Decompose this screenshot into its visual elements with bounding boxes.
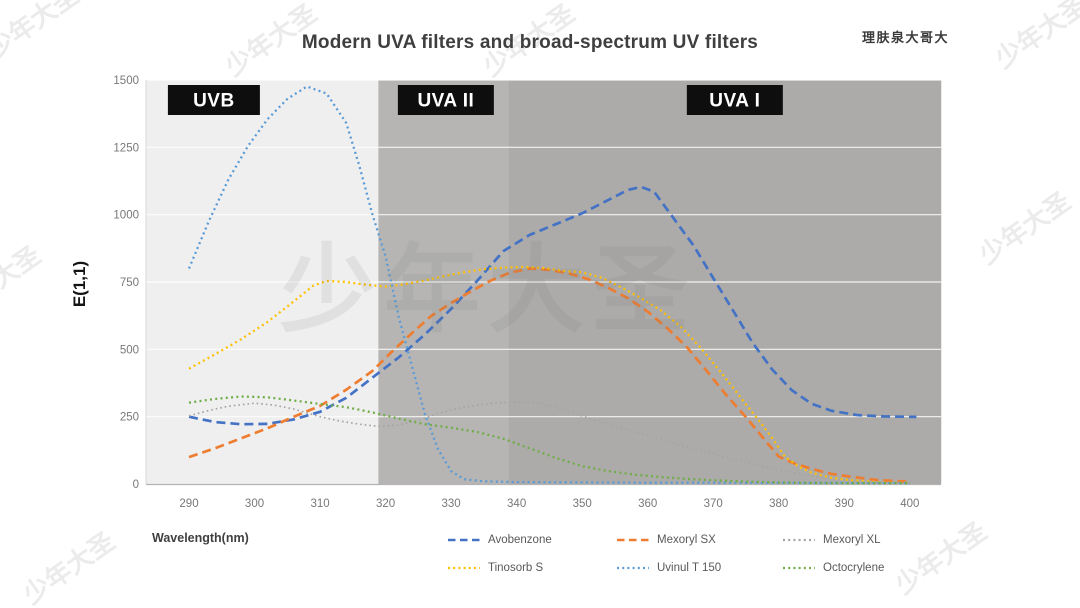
legend-label: Mexoryl SX bbox=[657, 534, 716, 546]
legend-item-avobenzone: Avobenzone bbox=[447, 534, 552, 546]
legend-item-tinosorb-s: Tinosorb S bbox=[447, 562, 543, 574]
band-label-uva-i: UVA I bbox=[709, 91, 760, 112]
y-tick-label: 1000 bbox=[113, 210, 139, 222]
y-tick-label: 750 bbox=[120, 277, 139, 289]
y-tick-label: 500 bbox=[120, 344, 139, 356]
legend-item-uvinul-t-150: Uvinul T 150 bbox=[616, 562, 721, 574]
legend-label: Tinosorb S bbox=[488, 562, 544, 574]
x-tick-label: 380 bbox=[769, 498, 788, 510]
x-tick-label: 400 bbox=[900, 498, 919, 510]
legend-label: Mexoryl XL bbox=[823, 534, 881, 546]
legend-swatch bbox=[783, 566, 815, 570]
legend-swatch bbox=[448, 538, 480, 542]
series-octocrylene bbox=[188, 395, 910, 485]
brand-text: 理肤泉大哥大 bbox=[862, 30, 950, 45]
x-tick-label: 300 bbox=[245, 498, 264, 510]
legend-item-mexoryl-xl: Mexoryl XL bbox=[782, 534, 881, 546]
band-label-box-uva-ii bbox=[397, 85, 494, 115]
legend-item-mexoryl-sx: Mexoryl SX bbox=[616, 534, 716, 546]
chart-title: Modern UVA filters and broad-spectrum UV… bbox=[301, 32, 759, 53]
legend-label: Avobenzone bbox=[488, 534, 552, 546]
y-tick-label: 1500 bbox=[113, 75, 139, 87]
y-tick-label: 250 bbox=[120, 412, 139, 424]
legend-swatch bbox=[783, 538, 815, 542]
x-axis-title: Wavelength(nm) bbox=[152, 531, 249, 545]
x-tick-label: 350 bbox=[573, 498, 592, 510]
x-tick-label: 340 bbox=[507, 498, 526, 510]
x-tick-label: 360 bbox=[638, 498, 657, 510]
legend-item-octocrylene: Octocrylene bbox=[782, 562, 884, 574]
y-tick-label: 1250 bbox=[113, 142, 139, 154]
x-tick-label: 290 bbox=[179, 498, 198, 510]
series-mexoryl-sx bbox=[188, 267, 910, 484]
y-tick-label: 0 bbox=[133, 479, 139, 491]
legend-swatch bbox=[448, 566, 480, 570]
x-tick-label: 320 bbox=[376, 498, 395, 510]
x-tick-label: 310 bbox=[310, 498, 329, 510]
band-label-box-uvb bbox=[167, 85, 260, 115]
band-label-box-uva-i bbox=[686, 85, 783, 115]
series-mexoryl-xl bbox=[188, 401, 910, 485]
x-tick-label: 390 bbox=[835, 498, 854, 510]
band-label-uvb: UVB bbox=[193, 91, 235, 112]
legend-swatch bbox=[617, 538, 649, 542]
x-tick-label: 330 bbox=[442, 498, 461, 510]
x-tick-label: 370 bbox=[704, 498, 723, 510]
band-label-uva-ii: UVA II bbox=[417, 91, 474, 112]
y-axis-title: E(1,1) bbox=[70, 260, 89, 308]
series-avobenzone bbox=[188, 185, 917, 426]
legend-swatch bbox=[617, 566, 649, 570]
legend-label: Uvinul T 150 bbox=[657, 562, 722, 574]
legend-label: Octocrylene bbox=[823, 562, 885, 574]
